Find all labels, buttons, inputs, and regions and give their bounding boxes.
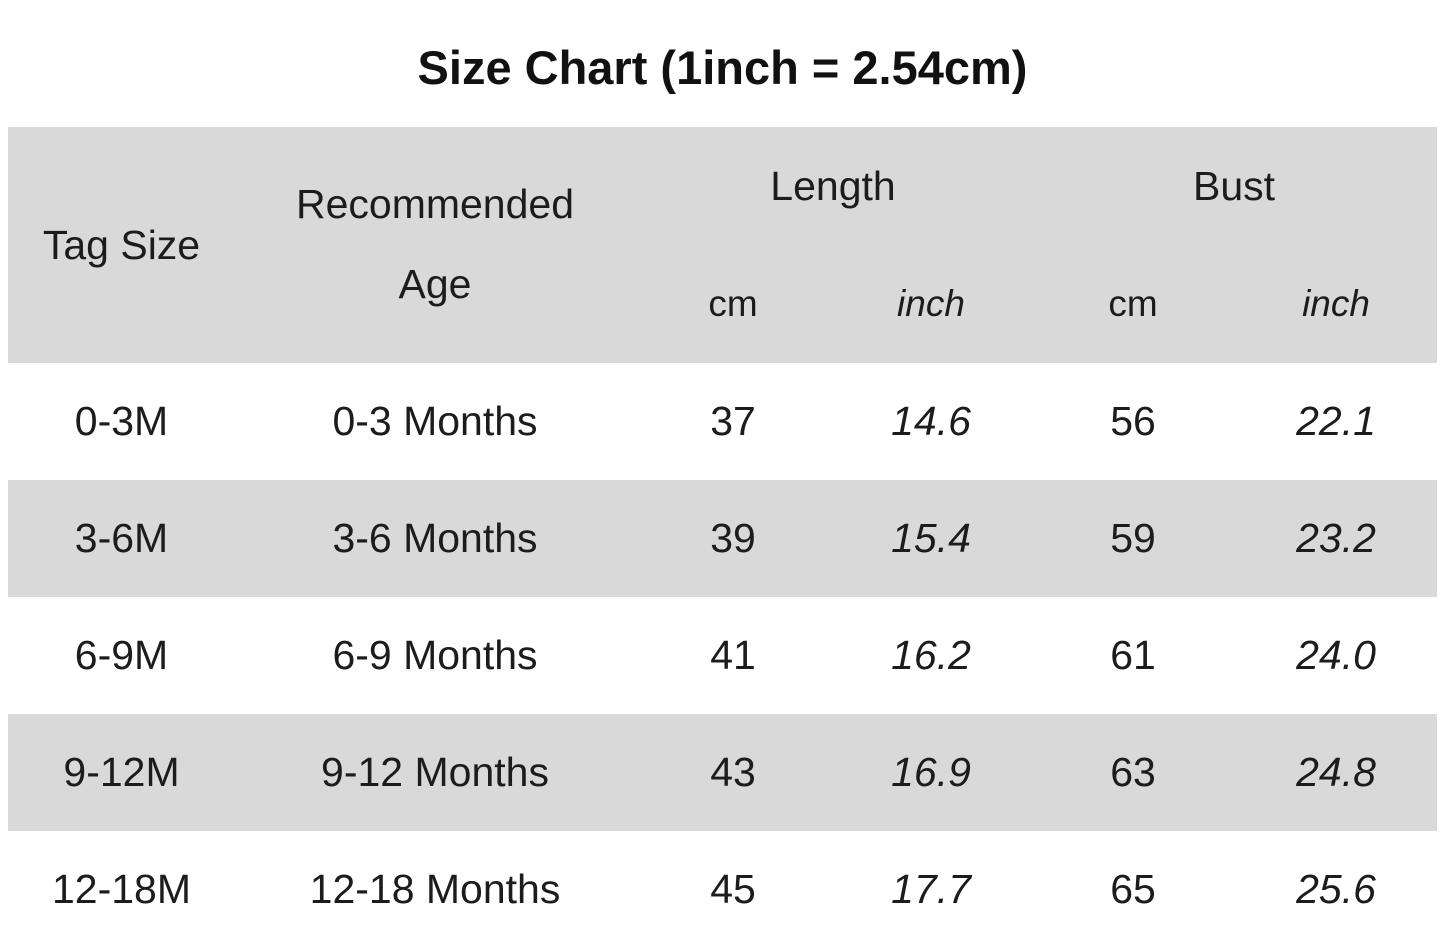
cell-recommended-age: 12-18 Months: [309, 866, 561, 912]
header-group-row: Tag Size Recommended Age Length Bust: [8, 127, 1438, 363]
header-recommended-age-label: Recommended Age: [295, 181, 575, 307]
cell-tag-size: 12-18M: [51, 866, 191, 912]
cell-recommended-age: 0-3 Months: [332, 398, 538, 444]
size-table-body: 0-3M 0-3 Months 37 14.6 56 22.1 3-6M 3-6 Months…: [8, 363, 1438, 947]
cell-bust-cm: 61: [1110, 632, 1156, 678]
table-row: 12-18M 12-18 Months 45 17.7 65 25.6: [8, 831, 1438, 947]
header-sub-row: cm inch cm inch: [8, 245, 1438, 363]
cell-bust-inch: 25.6: [1296, 866, 1376, 912]
header-tag-size: Tag Size: [8, 127, 235, 363]
cell-bust-inch: 24.0: [1296, 632, 1376, 678]
table-row: 6-9M 6-9 Months 41 16.2 61 24.0: [8, 597, 1438, 714]
header-recommended-age: Recommended Age: [235, 127, 635, 363]
table-header: Tag Size Recommended Age Length Bust cm …: [8, 127, 1438, 363]
header-bust-cm: cm: [1031, 245, 1235, 363]
cell-bust-cm: 65: [1110, 866, 1156, 912]
cell-length-cm: 45: [710, 866, 756, 912]
cell-tag-size: 6-9M: [74, 632, 169, 678]
cell-length-inch: 14.6: [891, 398, 971, 444]
cell-length-inch: 16.9: [891, 749, 971, 795]
table-row: 9-12M 9-12 Months 43 16.9 63 24.8: [8, 714, 1438, 831]
header-bust-inch: inch: [1235, 245, 1438, 363]
cell-bust-inch: 24.8: [1296, 749, 1376, 795]
table-row: 0-3M 0-3 Months 37 14.6 56 22.1: [8, 363, 1438, 480]
header-length-cm: cm: [635, 245, 831, 363]
cell-bust-cm: 59: [1110, 515, 1156, 561]
cell-bust-cm: 56: [1110, 398, 1156, 444]
cell-tag-size: 0-3M: [74, 398, 169, 444]
cell-bust-inch: 22.1: [1296, 398, 1376, 444]
size-chart-table: Tag Size Recommended Age Length Bust cm …: [8, 127, 1438, 947]
cell-length-inch: 17.7: [891, 866, 971, 912]
table-row: 3-6M 3-6 Months 39 15.4 59 23.2: [8, 480, 1438, 597]
cell-bust-cm: 63: [1110, 749, 1156, 795]
cell-length-cm: 41: [710, 632, 756, 678]
cell-recommended-age: 3-6 Months: [332, 515, 538, 561]
page-title: Size Chart (1inch = 2.54cm): [417, 41, 1028, 94]
cell-length-inch: 15.4: [891, 515, 971, 561]
cell-tag-size: 3-6M: [74, 515, 169, 561]
header-length: Length: [635, 127, 1031, 245]
cell-recommended-age: 9-12 Months: [321, 749, 549, 795]
cell-bust-inch: 23.2: [1296, 515, 1376, 561]
header-bust: Bust: [1031, 127, 1438, 245]
cell-recommended-age: 6-9 Months: [332, 632, 538, 678]
cell-length-cm: 37: [710, 398, 756, 444]
cell-length-inch: 16.2: [891, 632, 971, 678]
cell-tag-size: 9-12M: [63, 749, 180, 795]
header-length-inch: inch: [831, 245, 1031, 363]
cell-length-cm: 39: [710, 515, 756, 561]
cell-length-cm: 43: [710, 749, 756, 795]
